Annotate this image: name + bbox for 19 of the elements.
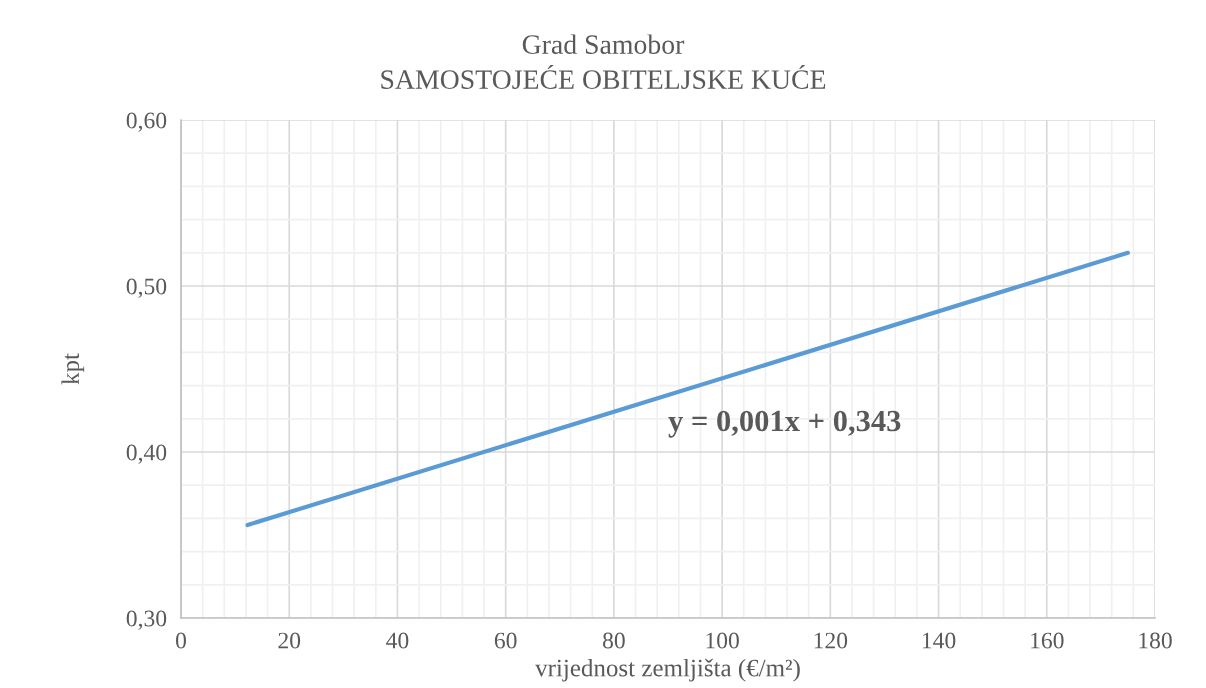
x-tick-label: 80	[602, 632, 625, 649]
annotation: y = 0,001x + 0,343	[668, 410, 901, 438]
x-tick-label: 40	[386, 632, 409, 649]
y-axis-title: kpt	[61, 353, 85, 385]
x-tick-label: 180	[1139, 632, 1172, 649]
x-tick-label: 140	[922, 632, 956, 649]
y-tick-label: 0,40	[126, 444, 167, 464]
chart-title: Grad Samobor	[522, 34, 685, 54]
x-axis-title: vrijednost zemljišta (€/m²)	[535, 658, 800, 682]
x-tick-label: 0	[176, 632, 186, 649]
x-tick-label: 120	[814, 632, 848, 649]
x-tick-label: 60	[494, 632, 517, 649]
x-tick-label: 20	[278, 632, 301, 649]
x-tick-label: 160	[1031, 632, 1064, 649]
chart-subtitle: SAMOSTOJEĆE OBITELJSKE KUĆE	[381, 64, 826, 89]
y-tick-label: 0,30	[126, 610, 167, 630]
y-tick-label: 0,60	[126, 112, 167, 132]
x-tick-label: 100	[706, 632, 739, 649]
y-tick-label: 0,50	[126, 278, 167, 298]
